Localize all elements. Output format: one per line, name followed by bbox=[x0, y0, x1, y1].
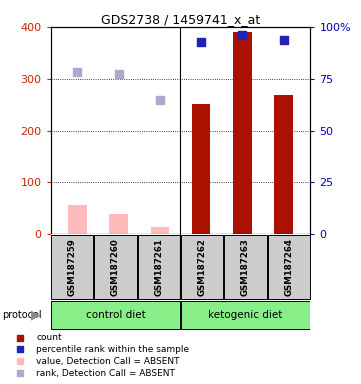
Text: GSM187264: GSM187264 bbox=[284, 238, 293, 296]
Bar bbox=[192, 104, 210, 234]
Text: ketogenic diet: ketogenic diet bbox=[208, 310, 283, 320]
Bar bbox=[51, 301, 180, 329]
Point bbox=[281, 37, 287, 43]
Bar bbox=[68, 205, 87, 234]
Point bbox=[116, 70, 122, 76]
Text: percentile rank within the sample: percentile rank within the sample bbox=[36, 345, 189, 354]
Point bbox=[17, 370, 23, 376]
Point bbox=[239, 31, 245, 38]
Text: GSM187259: GSM187259 bbox=[68, 238, 77, 296]
Point bbox=[198, 40, 204, 46]
Point bbox=[17, 346, 23, 352]
Point bbox=[157, 98, 163, 104]
Text: GSM187260: GSM187260 bbox=[111, 238, 120, 296]
Bar bbox=[274, 95, 293, 234]
Text: ▶: ▶ bbox=[31, 308, 40, 321]
Title: GDS2738 / 1459741_x_at: GDS2738 / 1459741_x_at bbox=[101, 13, 260, 26]
Bar bbox=[51, 235, 93, 299]
Bar bbox=[181, 301, 310, 329]
Point bbox=[17, 334, 23, 341]
Bar bbox=[233, 32, 252, 234]
Text: GSM187262: GSM187262 bbox=[198, 238, 206, 296]
Bar bbox=[268, 235, 310, 299]
Bar bbox=[138, 235, 180, 299]
Bar bbox=[94, 235, 137, 299]
Bar bbox=[181, 235, 223, 299]
Text: rank, Detection Call = ABSENT: rank, Detection Call = ABSENT bbox=[36, 369, 175, 378]
Point bbox=[17, 358, 23, 364]
Text: GSM187263: GSM187263 bbox=[241, 238, 250, 296]
Text: count: count bbox=[36, 333, 62, 342]
Text: GSM187261: GSM187261 bbox=[155, 238, 163, 296]
Text: control diet: control diet bbox=[86, 310, 145, 320]
Bar bbox=[224, 235, 267, 299]
Point bbox=[74, 70, 80, 76]
Bar bbox=[151, 227, 169, 234]
Bar bbox=[109, 214, 128, 234]
Text: value, Detection Call = ABSENT: value, Detection Call = ABSENT bbox=[36, 357, 180, 366]
Text: protocol: protocol bbox=[2, 310, 42, 320]
